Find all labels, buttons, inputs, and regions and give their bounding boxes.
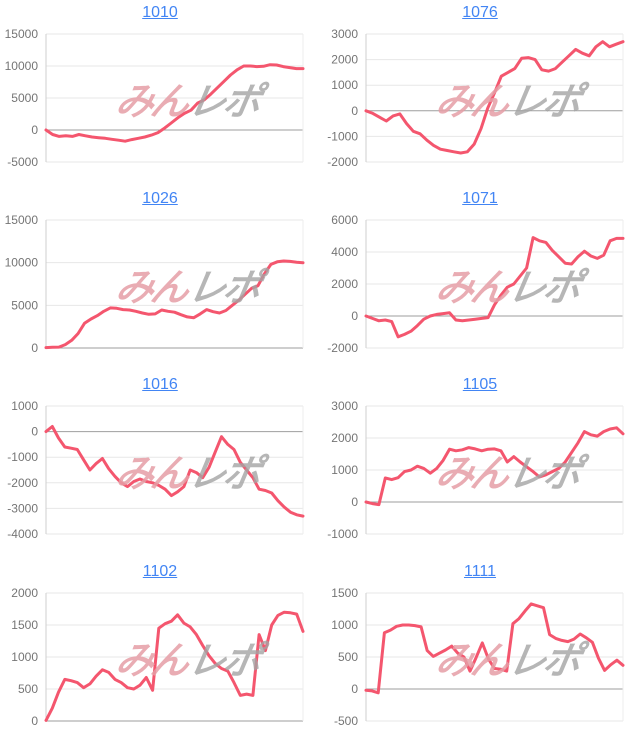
chart-title-link[interactable]: 1016 [142,376,178,393]
y-axis-tick-label: 0 [351,682,358,696]
y-axis-tick-label: 0 [351,104,358,118]
y-axis-tick-label: 1000 [11,400,38,413]
chart-title-row: 1102 [0,559,320,587]
y-axis-tick-label: 15000 [5,28,39,41]
chart-cell-1016: 1016 1000 0 -1000 -2000 -3000 -4000 みんレポ [0,372,320,559]
chart-title-row: 1071 [320,186,640,214]
chart-title-link[interactable]: 1071 [462,190,498,207]
chart-title-row: 1111 [320,559,640,587]
y-axis-tick-label: 1000 [331,618,358,632]
line-series [364,426,625,507]
y-axis-tick-label: 10000 [5,59,39,73]
y-axis-tick-label: 0 [351,495,358,509]
y-axis-tick-label: 2000 [331,431,358,445]
chart-title-row: 1076 [320,0,640,28]
y-axis-tick-label: 4000 [331,245,358,259]
chart-svg: 2000 1500 1000 500 0 [11,587,305,728]
chart-svg: 15000 10000 5000 0 -5000 [5,28,305,169]
line-series [364,602,625,695]
y-axis-tick-label: 2000 [331,53,358,67]
y-axis-tick-label: 2000 [331,277,358,291]
chart-cell-1105: 1105 3000 2000 1000 0 -1000 みんレポ [320,372,640,559]
y-axis-tick-label: 1500 [11,618,38,632]
chart-title-link[interactable]: 1076 [462,4,498,21]
y-axis-tick-label: -2000 [327,341,358,355]
chart-svg: 3000 2000 1000 0 -1000 [327,400,625,541]
y-axis-tick-label: -1000 [327,527,358,541]
y-axis-tick-label: 5000 [11,91,38,105]
y-axis-tick-label: -1000 [327,129,358,143]
chart-title-link[interactable]: 1105 [462,376,498,393]
chart-svg: 3000 2000 1000 0 -1000 -2000 [327,28,625,169]
chart-cell-1026: 1026 15000 10000 5000 0 みんレポ [0,186,320,372]
y-axis-tick-label: -2000 [327,155,358,169]
y-axis-tick-label: 10000 [5,256,39,270]
y-axis-tick-label: 1500 [331,587,358,600]
chart-svg: 1500 1000 500 0 -500 [331,587,625,728]
chart-cell-1071: 1071 6000 4000 2000 0 -2000 みんレポ [320,186,640,372]
chart-cell-1010: 1010 15000 10000 5000 0 -5000 みんレポ [0,0,320,186]
y-axis-tick-label: 500 [18,682,38,696]
y-axis-tick-label: -1000 [7,450,38,464]
y-axis-tick-label: 1000 [331,78,358,92]
y-axis-tick-label: 500 [338,650,358,664]
chart-svg: 6000 4000 2000 0 -2000 [327,214,625,355]
y-axis-tick-label: 1000 [11,650,38,664]
y-axis-tick-label: 5000 [11,298,38,312]
y-axis-tick-label: 0 [31,714,38,728]
y-axis-tick-label: 15000 [5,214,39,227]
y-axis-tick-label: -2000 [7,476,38,490]
line-series [44,610,305,722]
chart-title-link[interactable]: 1026 [142,190,178,207]
chart-title-row: 1016 [0,372,320,400]
chart-title-link[interactable]: 1111 [463,563,497,580]
line-series [44,259,305,350]
line-series [44,425,305,518]
line-series [364,40,625,155]
chart-title-row: 1010 [0,0,320,28]
y-axis-tick-label: 0 [31,341,38,355]
chart-cell-1111: 1111 1500 1000 500 0 -500 みんレポ [320,559,640,745]
y-axis-tick-label: 6000 [331,214,358,227]
chart-title-row: 1105 [320,372,640,400]
chart-title-link[interactable]: 1010 [142,4,178,21]
y-axis-tick-label: -3000 [7,501,38,515]
y-axis-tick-label: 1000 [331,463,358,477]
line-series [364,236,625,339]
y-axis-tick-label: 3000 [331,28,358,41]
chart-title-link[interactable]: 1102 [142,563,178,580]
y-axis-tick-label: 0 [351,309,358,323]
y-axis-tick-label: -5000 [7,155,38,169]
chart-svg: 15000 10000 5000 0 [5,214,305,355]
line-series [44,63,305,143]
y-axis-tick-label: 0 [31,123,38,137]
chart-cell-1102: 1102 2000 1500 1000 500 0 みんレポ [0,559,320,745]
y-axis-tick-label: 0 [31,425,38,439]
y-axis-tick-label: 3000 [331,400,358,413]
chart-title-row: 1026 [0,186,320,214]
chart-svg: 1000 0 -1000 -2000 -3000 -4000 [7,400,305,541]
chart-cell-1076: 1076 3000 2000 1000 0 -1000 -2000 みんレポ [320,0,640,186]
y-axis-tick-label: -500 [334,714,358,728]
y-axis-tick-label: -4000 [7,527,38,541]
y-axis-tick-label: 2000 [11,587,38,600]
